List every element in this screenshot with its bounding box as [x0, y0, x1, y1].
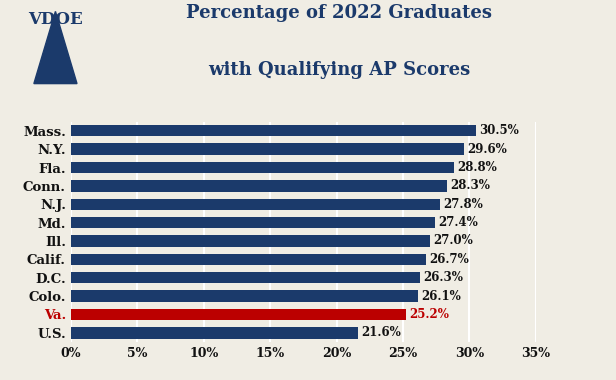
Bar — [71, 254, 426, 265]
Bar — [71, 125, 476, 136]
Text: 27.8%: 27.8% — [444, 198, 484, 211]
Bar — [71, 309, 406, 320]
Text: 29.6%: 29.6% — [468, 142, 507, 156]
Text: with Qualifying AP Scores: with Qualifying AP Scores — [208, 61, 470, 79]
Bar — [71, 180, 447, 192]
Text: 26.7%: 26.7% — [429, 253, 469, 266]
Text: 26.1%: 26.1% — [421, 290, 461, 302]
Bar — [71, 327, 358, 339]
Text: Percentage of 2022 Graduates: Percentage of 2022 Graduates — [186, 4, 492, 22]
Text: 28.3%: 28.3% — [450, 179, 490, 192]
Bar — [71, 272, 420, 283]
Text: 30.5%: 30.5% — [479, 124, 519, 137]
Bar — [71, 199, 440, 210]
Text: 26.3%: 26.3% — [424, 271, 463, 284]
Bar — [71, 162, 453, 173]
Text: 25.2%: 25.2% — [409, 308, 449, 321]
Bar — [71, 290, 418, 302]
Bar — [71, 144, 464, 155]
Bar — [71, 235, 429, 247]
Text: 27.4%: 27.4% — [438, 216, 478, 229]
Bar — [71, 217, 435, 228]
Text: 21.6%: 21.6% — [361, 326, 401, 339]
Text: 28.8%: 28.8% — [457, 161, 496, 174]
Text: 27.0%: 27.0% — [433, 234, 472, 247]
Text: VDOE: VDOE — [28, 11, 83, 28]
